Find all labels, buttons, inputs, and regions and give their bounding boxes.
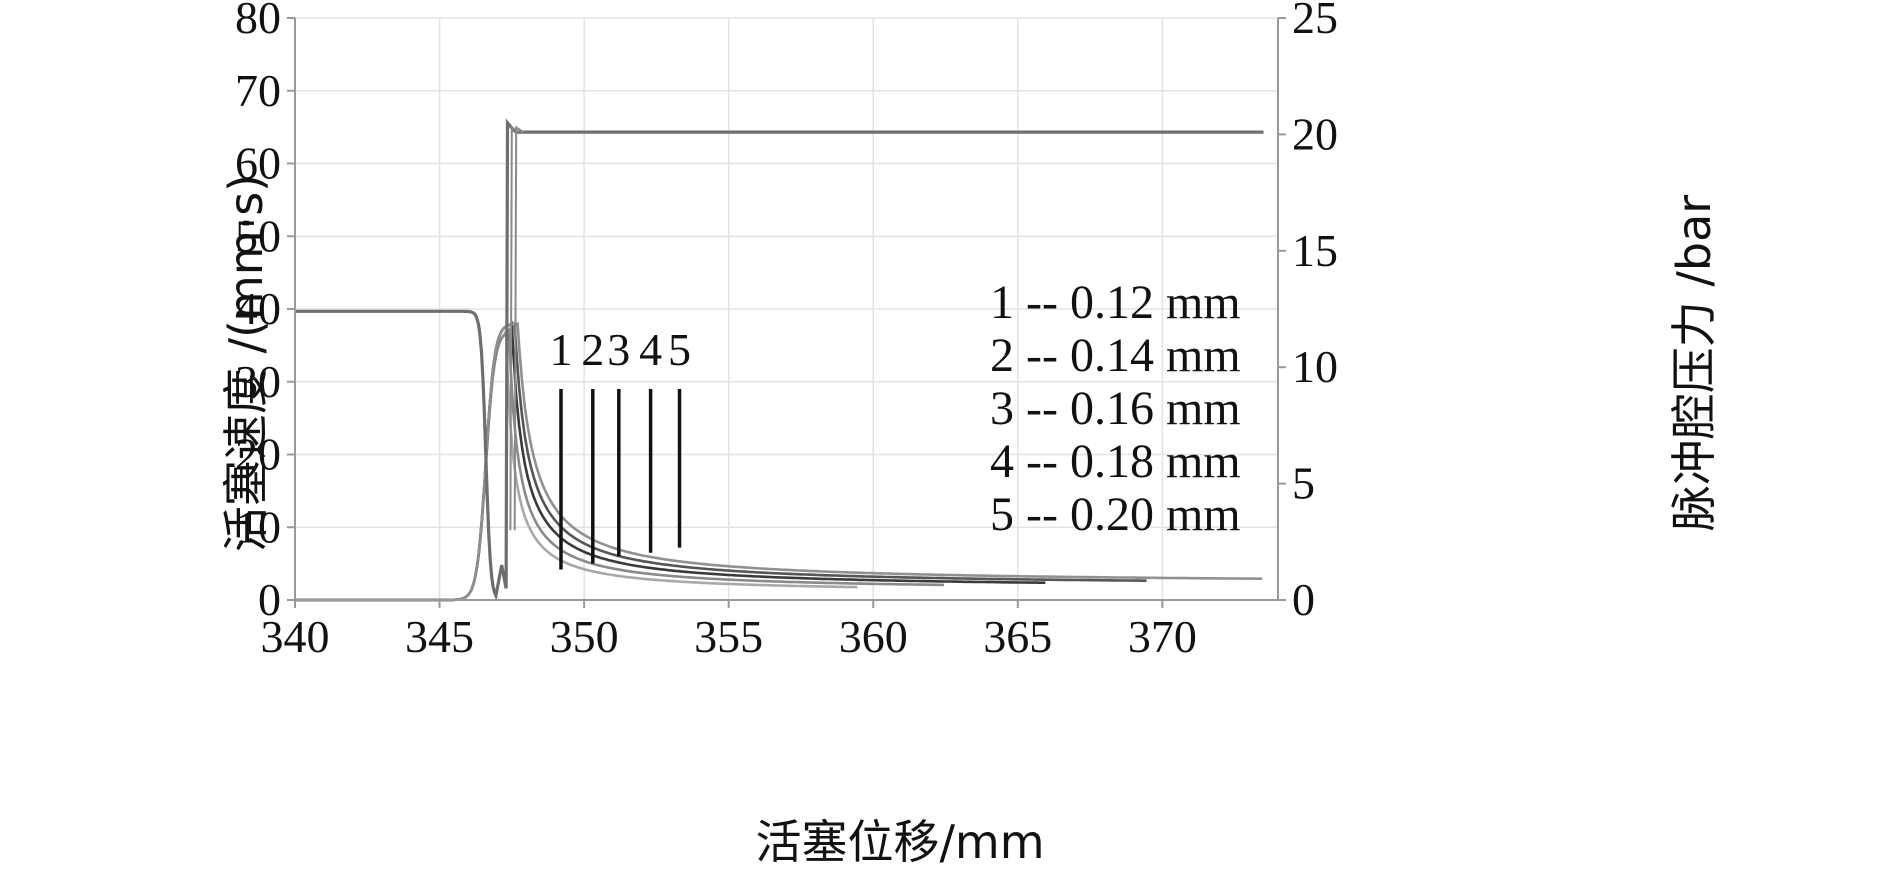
marker-label-3: 3 — [607, 324, 630, 375]
axes — [287, 17, 1286, 608]
legend-entry-1: 1 -- 0.12 mm — [990, 276, 1241, 329]
marker-label-4: 4 — [639, 324, 662, 375]
tick-labels: 340 345 350 355 360 365 3700102030405060708005… — [235, 0, 1338, 662]
legend: 1 -- 0.12 mm2 -- 0.14 mm3 -- 0.16 mm4 --… — [990, 276, 1241, 541]
x-tick-label-345: 345 — [405, 611, 474, 662]
y-tick-label-80: 80 — [235, 0, 281, 43]
marker-label-5: 5 — [668, 324, 691, 375]
pressure-series-trace-2 — [513, 125, 524, 531]
y2-tick-label-20: 20 — [1292, 108, 1338, 159]
legend-entry-5: 5 -- 0.20 mm — [990, 488, 1241, 541]
y2-tick-label-10: 10 — [1292, 341, 1338, 392]
legend-entry-2: 2 -- 0.14 mm — [990, 329, 1241, 382]
legend-entry-4: 4 -- 0.18 mm — [990, 435, 1241, 488]
y2-tick-label-15: 15 — [1292, 225, 1338, 276]
grid — [294, 17, 1278, 601]
y-tick-label-40: 40 — [235, 283, 281, 334]
marker-label-1: 1 — [549, 324, 572, 375]
y-tick-label-0: 0 — [258, 574, 281, 625]
y-tick-label-50: 50 — [235, 210, 281, 261]
y-axis-label: 活塞速度 /(mm·s) — [219, 174, 273, 552]
x-axis-label: 活塞位移/mm — [755, 815, 1044, 869]
y-tick-label-30: 30 — [235, 356, 281, 407]
y2-tick-label-0: 0 — [1292, 574, 1315, 625]
velocity-series-1 — [295, 330, 858, 602]
legend-entry-3: 3 -- 0.16 mm — [990, 382, 1241, 435]
marker-label-2: 2 — [581, 324, 604, 375]
x-tick-label-340: 340 — [261, 611, 330, 662]
x-tick-label-350: 350 — [550, 611, 619, 662]
x-tick-label-360: 360 — [839, 611, 908, 662]
y-tick-label-60: 60 — [235, 138, 281, 189]
y2-axis-label: 脉冲腔压力 /bar — [1667, 195, 1721, 532]
x-tick-label-370: 370 — [1128, 611, 1197, 662]
x-tick-label-365: 365 — [983, 611, 1052, 662]
x-tick-label-355: 355 — [694, 611, 763, 662]
pressure-series — [295, 118, 1264, 602]
y-tick-label-70: 70 — [235, 65, 281, 116]
y-tick-label-10: 10 — [235, 501, 281, 552]
y2-tick-label-5: 5 — [1292, 458, 1315, 509]
y2-tick-label-25: 25 — [1292, 0, 1338, 43]
y-tick-label-20: 20 — [235, 429, 281, 480]
